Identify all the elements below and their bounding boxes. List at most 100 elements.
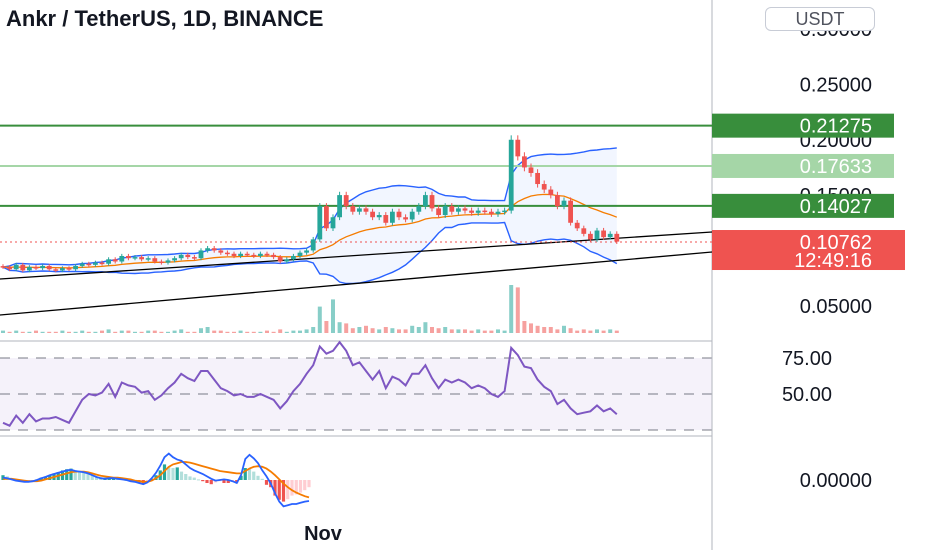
candle-body (482, 210, 488, 213)
macd-histogram-bar (307, 480, 311, 488)
volume-bar (542, 327, 547, 333)
volume-bar (595, 329, 599, 333)
macd-histogram-bar (82, 471, 86, 480)
volume-bar (555, 329, 560, 333)
candle-body (581, 228, 587, 234)
candle-body (535, 172, 540, 185)
volume-bar (515, 287, 520, 333)
volume-bar (265, 330, 269, 333)
countdown-label: 12:49:16 (794, 250, 872, 272)
time-tick-label: Nov (304, 523, 343, 545)
candle-body (251, 254, 257, 257)
volume-bar (436, 328, 441, 333)
volume-bar (278, 329, 283, 333)
volume-bar (27, 331, 32, 333)
volume-bar (548, 327, 553, 333)
trendline-lower (0, 251, 713, 316)
candle-body (238, 253, 243, 256)
macd-histogram-bar (260, 478, 264, 480)
macd-histogram-bar (90, 475, 94, 480)
candle-body (456, 208, 461, 212)
macd-histogram-bar (303, 480, 307, 491)
volume-bar (7, 331, 12, 333)
candle-body (390, 211, 395, 223)
candle-body (469, 210, 474, 213)
candle-body (277, 257, 283, 262)
macd-histogram-bar (175, 467, 179, 480)
candle-body (284, 259, 290, 262)
candle-body (66, 268, 72, 270)
macd-histogram-bar (184, 474, 188, 480)
candle-body (258, 253, 263, 256)
candle-body (46, 265, 52, 270)
volume-bar (93, 331, 98, 333)
level-tag (712, 153, 894, 178)
plot-layer (0, 124, 713, 508)
candle-body (502, 210, 507, 213)
volume-bar (522, 321, 527, 333)
volume-bar (496, 329, 500, 333)
candle-body (264, 253, 270, 256)
volume-bar (86, 331, 91, 333)
macd-histogram-bar (294, 480, 298, 495)
candle-body (436, 208, 441, 216)
volume-bar (225, 331, 230, 333)
macd-line (2, 452, 310, 508)
macd-histogram-bar (222, 480, 226, 483)
macd-histogram-bar (201, 480, 205, 482)
candle-body (409, 211, 415, 220)
volume-bar (152, 330, 157, 333)
volume-bar (443, 327, 448, 333)
volume-bar (509, 285, 514, 333)
candle-body (423, 195, 428, 207)
candle-body (357, 208, 362, 212)
candle-body (192, 257, 197, 259)
volume-bar (403, 329, 408, 333)
candle-body (152, 258, 158, 262)
candle-body (561, 200, 567, 207)
macd-tick-label: 0.00000 (800, 470, 872, 492)
candle-body (317, 206, 323, 240)
candle-body (508, 139, 514, 211)
level-tag (712, 113, 894, 138)
level-tag-label: 0.21275 (800, 116, 872, 138)
candle-body (86, 263, 92, 266)
candle-body (343, 195, 349, 207)
candle-body (271, 254, 276, 258)
candle-body (594, 230, 600, 240)
volume-bar (14, 330, 19, 333)
candle-body (350, 206, 356, 212)
macd-histogram-bar (69, 468, 73, 480)
currency-button[interactable]: USDT (765, 7, 875, 31)
volume-bar (476, 329, 481, 333)
volume-bar (238, 330, 243, 333)
volume-bar (218, 330, 223, 333)
candle-body (607, 233, 613, 238)
volume-bar (397, 329, 401, 333)
volume-bar (146, 330, 151, 333)
macd-histogram-bar (65, 469, 69, 480)
volume-bar (126, 330, 131, 333)
volume-bar (575, 330, 580, 333)
candle-body (442, 206, 448, 216)
ema-line (2, 193, 618, 269)
candle-body (132, 257, 138, 259)
macd-histogram-bar (298, 480, 303, 493)
volume-bar (383, 327, 388, 333)
candle-body (225, 252, 230, 255)
candle-body (324, 206, 329, 229)
volume-bar (166, 331, 170, 333)
price-tick-label: 0.05000 (800, 296, 872, 318)
macd-histogram-bar (188, 476, 192, 480)
macd-histogram-bar (73, 470, 77, 480)
candle-body (126, 255, 131, 259)
candle-body (0, 266, 6, 268)
candle-body (79, 263, 85, 266)
macd-histogram-bar (226, 480, 230, 483)
macd-histogram-bar (77, 471, 82, 480)
volume-bar (416, 327, 421, 333)
macd-histogram-bar (179, 471, 184, 480)
volume-bar (324, 321, 329, 333)
candle-body (291, 255, 296, 260)
